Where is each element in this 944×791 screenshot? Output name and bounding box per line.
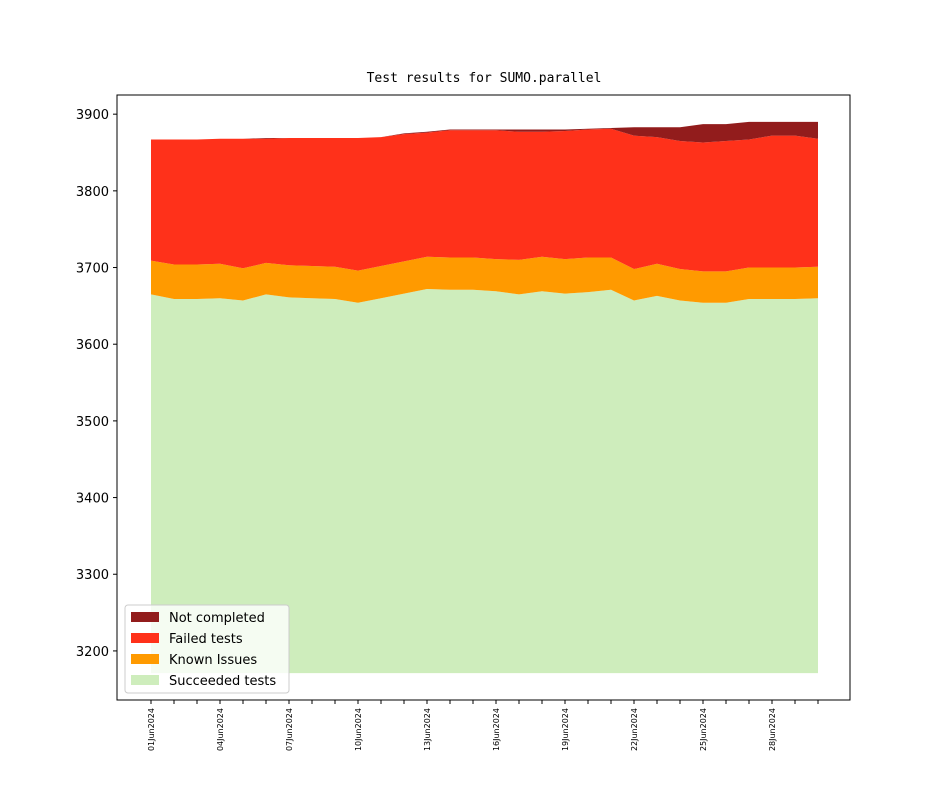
chart-title: Test results for SUMO.parallel	[367, 71, 602, 86]
x-tick-label: 07Jun2024	[285, 708, 294, 751]
x-tick-label: 10Jun2024	[354, 708, 363, 751]
x-tick-label: 01Jun2024	[147, 708, 156, 751]
plot-frame	[116, 94, 851, 701]
area	[151, 128, 818, 272]
legend-label: Known Issues	[169, 653, 257, 668]
legend-swatch	[131, 654, 159, 664]
x-tick-label: 16Jun2024	[492, 708, 501, 751]
y-tick-label: 3600	[76, 338, 109, 353]
legend-label: Not completed	[169, 611, 265, 626]
y-tick-label: 3800	[76, 185, 109, 200]
x-tick-label: 22Jun2024	[630, 708, 639, 751]
y-tick-label: 3900	[76, 108, 109, 123]
legend: Not completed Failed tests Known Issues Suc…	[124, 604, 290, 694]
x-tick-label: 19Jun2024	[561, 708, 570, 751]
legend-label: Failed tests	[169, 632, 243, 647]
x-tick-label: 13Jun2024	[423, 708, 432, 751]
y-tick-label: 3500	[76, 415, 109, 430]
y-tick-label: 3400	[76, 492, 109, 507]
legend-swatch	[131, 675, 159, 685]
x-tick-label: 25Jun2024	[699, 708, 708, 751]
x-tick-label: 28Jun2024	[768, 708, 777, 751]
legend-swatch	[131, 633, 159, 643]
legend-frame	[124, 604, 290, 694]
x-tick-label: 04Jun2024	[216, 708, 225, 751]
area	[151, 288, 818, 674]
legend-swatch	[131, 612, 159, 622]
y-tick-label: 3200	[76, 645, 109, 660]
y-tick-label: 3300	[76, 568, 109, 583]
legend-label: Succeeded tests	[169, 674, 276, 689]
y-tick-label: 3700	[76, 262, 109, 277]
area	[151, 121, 818, 143]
area	[151, 256, 818, 303]
